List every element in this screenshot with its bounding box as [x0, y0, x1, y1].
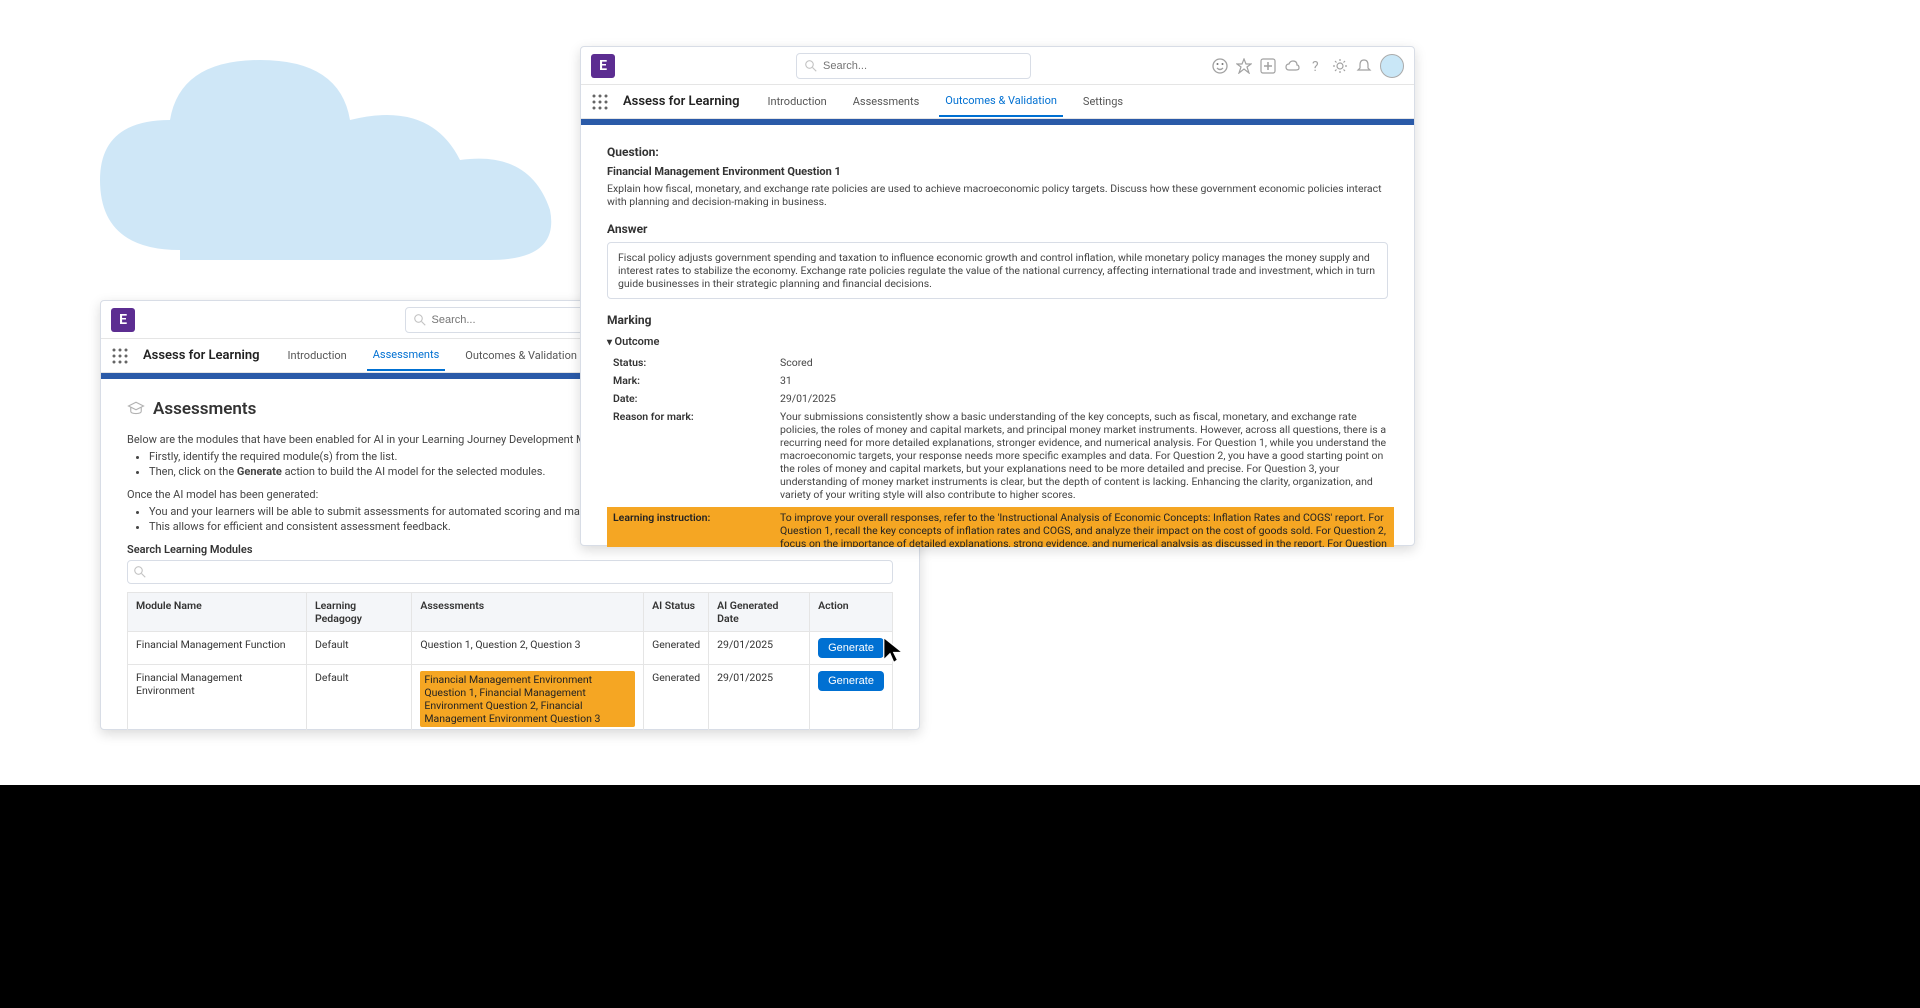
- topbar: E ?: [581, 47, 1414, 85]
- avatar[interactable]: [1380, 54, 1404, 78]
- tab-introduction[interactable]: Introduction: [762, 87, 833, 116]
- outcome-value: To improve your overall responses, refer…: [780, 511, 1388, 547]
- outcome-key: Mark:: [613, 374, 768, 387]
- tab-outcomes[interactable]: Outcomes & Validation: [459, 341, 583, 370]
- cell-pedagogy: Default: [306, 665, 411, 732]
- cell-action: Generate: [810, 665, 893, 732]
- table-header: Module Name: [128, 593, 307, 632]
- table-row: Financial Management FunctionDefaultQues…: [128, 632, 893, 665]
- question-text: Explain how fiscal, monetary, and exchan…: [607, 182, 1388, 208]
- cell-assessments: Financial Management Environment Questio…: [412, 665, 644, 732]
- app-title: Assess for Learning: [143, 348, 260, 363]
- cursor-icon: [880, 635, 910, 665]
- cell-status: Generated: [644, 632, 709, 665]
- table-header: AI Status: [644, 593, 709, 632]
- outcome-key: Status:: [613, 356, 768, 369]
- search-input[interactable]: [823, 60, 1022, 72]
- tab-assessments[interactable]: Assessments: [367, 340, 446, 371]
- tabbar: Assess for Learning Introduction Assessm…: [581, 85, 1414, 119]
- answer-label: Answer: [607, 222, 1388, 236]
- table-header: Assessments: [412, 593, 644, 632]
- question-title: Financial Management Environment Questio…: [607, 165, 1388, 178]
- cell-pedagogy: Default: [306, 632, 411, 665]
- search-icon: [414, 314, 426, 326]
- modules-table: Module NameLearning PedagogyAssessmentsA…: [127, 592, 893, 731]
- cloud-decoration: [60, 30, 580, 310]
- global-search[interactable]: [796, 53, 1031, 79]
- outcome-toggle[interactable]: Outcome: [607, 335, 1388, 348]
- answer-box: Fiscal policy adjusts government spendin…: [607, 242, 1388, 299]
- search-icon: [134, 566, 146, 578]
- star-icon[interactable]: [1236, 58, 1252, 74]
- tab-assessments[interactable]: Assessments: [847, 87, 926, 116]
- outcome-value: Your submissions consistently show a bas…: [780, 410, 1388, 501]
- cell-date: 29/01/2025: [709, 665, 810, 732]
- marking-label: Marking: [607, 313, 1388, 327]
- outcome-value: Scored: [780, 356, 1388, 369]
- highlighted-instruction: Learning instruction: To improve your ove…: [607, 507, 1394, 547]
- emoji-icon[interactable]: [1212, 58, 1228, 74]
- cloud-icon[interactable]: [1284, 58, 1300, 74]
- black-band: [0, 785, 1920, 1008]
- generate-button[interactable]: Generate: [818, 671, 884, 691]
- question-label: Question:: [607, 145, 1388, 159]
- cell-module-name: Financial Management Environment: [128, 665, 307, 732]
- table-header: Action: [810, 593, 893, 632]
- help-icon[interactable]: ?: [1308, 58, 1324, 74]
- app-logo: E: [591, 54, 615, 78]
- gear-icon[interactable]: [1332, 58, 1348, 74]
- outcome-key: Date:: [613, 392, 768, 405]
- grad-cap-icon: [127, 400, 145, 418]
- outcome-value: 29/01/2025: [780, 392, 1388, 405]
- outcome-key: Learning instruction:: [613, 511, 768, 547]
- table-header: AI Generated Date: [709, 593, 810, 632]
- module-search[interactable]: [127, 560, 893, 584]
- app-logo: E: [111, 308, 135, 332]
- cell-assessments: Question 1, Question 2, Question 3: [412, 632, 644, 665]
- cell-date: 29/01/2025: [709, 632, 810, 665]
- cell-module-name: Financial Management Function: [128, 632, 307, 665]
- page-title: Assessments: [153, 399, 256, 419]
- outcomes-content: Question: Financial Management Environme…: [581, 125, 1414, 547]
- apps-icon[interactable]: [111, 347, 129, 365]
- generate-button[interactable]: Generate: [818, 638, 884, 658]
- app-title: Assess for Learning: [623, 94, 740, 109]
- outcome-value: 31: [780, 374, 1388, 387]
- table-row: Financial Management EnvironmentDefaultF…: [128, 665, 893, 732]
- svg-text:?: ?: [1312, 59, 1319, 74]
- outcomes-window: E ? Assess for Learning Introduction Ass…: [580, 46, 1415, 546]
- bell-icon[interactable]: [1356, 58, 1372, 74]
- cell-status: Generated: [644, 665, 709, 732]
- outcome-details: Status: Scored Mark: 31 Date: 29/01/2025 Reaso…: [607, 356, 1388, 547]
- search-icon: [805, 60, 817, 72]
- tab-introduction[interactable]: Introduction: [282, 341, 353, 370]
- apps-icon[interactable]: [591, 93, 609, 111]
- tab-settings[interactable]: Settings: [1077, 87, 1129, 116]
- plus-icon[interactable]: [1260, 58, 1276, 74]
- tab-outcomes[interactable]: Outcomes & Validation: [939, 86, 1063, 117]
- table-header: Learning Pedagogy: [306, 593, 411, 632]
- outcome-key: Reason for mark:: [613, 410, 768, 501]
